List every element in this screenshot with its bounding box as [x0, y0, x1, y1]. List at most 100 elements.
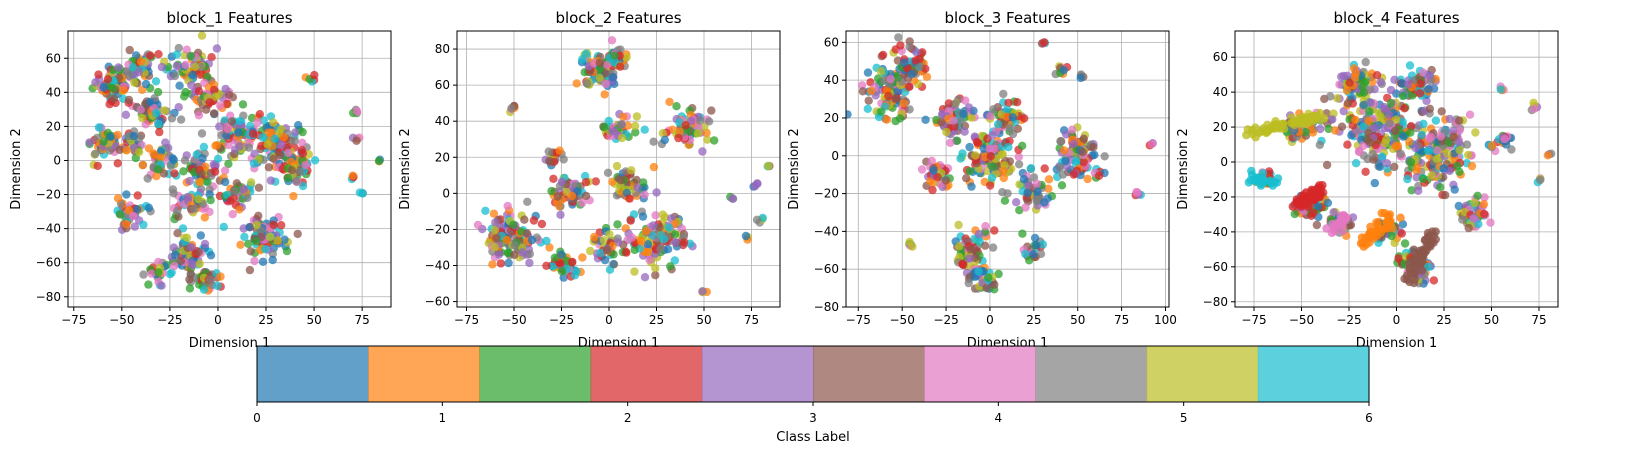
data-point	[974, 229, 984, 239]
data-point	[195, 259, 204, 269]
data-point	[249, 159, 259, 168]
data-point	[286, 157, 296, 166]
y-tick-label: 80	[435, 42, 450, 56]
data-point	[170, 261, 179, 271]
data-point	[1361, 233, 1370, 242]
data-point	[1398, 117, 1407, 127]
data-point	[964, 278, 973, 288]
data-point	[1316, 124, 1325, 134]
data-point	[1425, 104, 1435, 114]
colorbar-segment	[813, 346, 925, 402]
data-point	[1326, 92, 1335, 101]
data-point	[173, 229, 182, 238]
data-point	[510, 250, 519, 259]
data-point	[1474, 219, 1483, 229]
data-point	[1361, 167, 1370, 176]
data-point	[1242, 130, 1251, 140]
data-point	[1403, 174, 1412, 184]
data-point	[1399, 132, 1408, 141]
y-tick-label: −40	[425, 259, 450, 273]
colorbar-label: Class Label	[776, 430, 849, 445]
data-point	[134, 67, 143, 77]
data-point	[633, 183, 642, 192]
data-point	[1398, 220, 1408, 229]
data-point	[595, 58, 604, 68]
data-point	[138, 113, 147, 123]
data-point	[290, 136, 299, 145]
y-tick-label: 60	[1213, 50, 1228, 64]
data-point	[1364, 116, 1373, 126]
y-tick-label: 60	[46, 51, 61, 65]
data-point	[1530, 104, 1539, 113]
colorbar-tick-label: 3	[809, 411, 817, 425]
data-point	[985, 144, 994, 153]
data-point	[660, 135, 669, 145]
data-point	[655, 223, 664, 232]
data-point	[542, 236, 551, 246]
data-point	[130, 78, 139, 87]
data-point	[1147, 139, 1157, 149]
data-point	[1386, 85, 1396, 95]
data-point	[1314, 202, 1323, 211]
data-point	[704, 117, 714, 126]
data-point	[240, 232, 249, 242]
data-point	[1060, 146, 1069, 155]
data-point	[224, 140, 233, 150]
data-point	[489, 209, 499, 218]
data-point	[1400, 104, 1409, 113]
data-point	[209, 109, 219, 118]
data-point	[133, 205, 142, 214]
data-point	[658, 129, 667, 138]
data-point	[664, 223, 674, 232]
data-point	[658, 210, 667, 219]
data-point	[224, 159, 233, 169]
data-point	[234, 128, 243, 137]
data-point	[133, 191, 142, 200]
data-point	[488, 260, 497, 269]
data-point	[989, 162, 998, 171]
data-point	[1033, 187, 1042, 196]
data-point	[263, 140, 272, 149]
data-point	[1418, 174, 1428, 183]
data-point	[876, 67, 886, 76]
data-point	[245, 265, 255, 275]
data-point	[1431, 235, 1441, 244]
data-point	[264, 163, 274, 172]
data-point	[549, 174, 558, 183]
data-point	[213, 281, 222, 291]
data-point	[982, 283, 991, 293]
data-point	[496, 259, 506, 268]
data-point	[503, 201, 512, 211]
data-point	[1304, 203, 1313, 212]
data-point	[1405, 61, 1415, 70]
data-point	[1405, 277, 1414, 287]
data-point	[990, 280, 999, 289]
data-point	[298, 149, 308, 158]
data-point	[951, 99, 960, 108]
data-point	[1397, 79, 1407, 88]
data-point	[251, 237, 261, 246]
data-point	[1386, 98, 1396, 108]
data-point	[194, 87, 204, 96]
data-point	[244, 239, 253, 248]
x-tick-label: −75	[61, 313, 86, 327]
data-point	[960, 127, 969, 136]
data-point	[619, 112, 628, 122]
data-point	[1008, 113, 1017, 122]
data-point	[988, 243, 998, 252]
data-point	[294, 121, 303, 130]
data-point	[1332, 221, 1341, 231]
data-point	[289, 192, 298, 201]
data-point	[1301, 113, 1311, 123]
colorbar-segment	[590, 346, 703, 402]
data-point	[222, 99, 232, 109]
data-point	[572, 79, 581, 88]
data-point	[693, 129, 703, 138]
data-point	[190, 204, 199, 213]
data-point	[1473, 191, 1482, 200]
data-point	[1412, 173, 1421, 182]
x-tick-label: 25	[1026, 313, 1041, 327]
data-point	[645, 255, 654, 264]
data-point	[115, 145, 125, 155]
data-point	[591, 177, 600, 186]
